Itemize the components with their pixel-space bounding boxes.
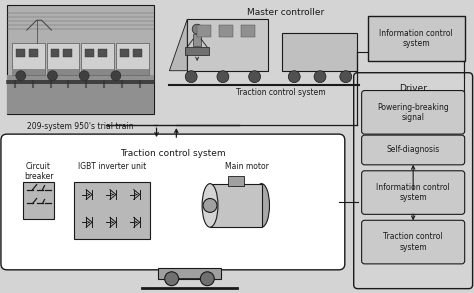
Bar <box>29 49 37 57</box>
Circle shape <box>340 71 352 83</box>
Bar <box>187 19 268 71</box>
Bar <box>74 182 150 239</box>
Bar <box>193 34 201 46</box>
Bar <box>228 176 244 186</box>
Circle shape <box>203 198 217 212</box>
Text: Main motor: Main motor <box>225 162 269 171</box>
Bar <box>197 25 211 37</box>
Bar <box>85 49 94 57</box>
Bar <box>12 69 45 75</box>
Bar <box>98 49 107 57</box>
Bar <box>116 43 148 75</box>
Polygon shape <box>169 19 187 71</box>
Bar <box>283 33 356 71</box>
Bar <box>51 49 59 57</box>
Bar <box>12 43 45 75</box>
Bar <box>23 182 55 219</box>
Bar <box>185 47 209 55</box>
FancyBboxPatch shape <box>362 135 465 165</box>
Circle shape <box>111 71 121 81</box>
Bar <box>219 25 233 37</box>
Bar <box>81 43 114 75</box>
Circle shape <box>314 71 326 83</box>
Text: Self-diagnosis: Self-diagnosis <box>386 145 440 154</box>
Text: Traction control
system: Traction control system <box>383 232 443 252</box>
Text: Circuit
breaker: Circuit breaker <box>24 162 54 181</box>
Text: Information control
system: Information control system <box>376 183 450 202</box>
Text: Powering-breaking
signal: Powering-breaking signal <box>377 103 449 122</box>
Circle shape <box>164 272 179 286</box>
Text: Master controller: Master controller <box>246 8 324 17</box>
Bar <box>133 49 142 57</box>
FancyBboxPatch shape <box>362 171 465 214</box>
FancyBboxPatch shape <box>1 134 345 270</box>
Text: Driver: Driver <box>399 84 427 93</box>
Text: 209-system 950's trial train: 209-system 950's trial train <box>27 122 134 131</box>
Bar <box>241 25 255 37</box>
Bar <box>7 75 154 114</box>
Circle shape <box>185 71 197 83</box>
Bar <box>210 184 262 227</box>
Circle shape <box>47 71 57 81</box>
Bar <box>120 49 129 57</box>
Ellipse shape <box>254 184 270 227</box>
FancyBboxPatch shape <box>354 73 473 289</box>
Bar <box>46 43 79 75</box>
Bar <box>158 268 221 279</box>
FancyBboxPatch shape <box>362 220 465 264</box>
Ellipse shape <box>202 184 218 227</box>
Circle shape <box>201 272 214 286</box>
Circle shape <box>192 24 202 34</box>
Circle shape <box>288 71 300 83</box>
Circle shape <box>249 71 261 83</box>
Bar <box>46 69 79 75</box>
Text: Traction control system: Traction control system <box>120 149 226 158</box>
Circle shape <box>16 71 26 81</box>
Bar <box>81 69 114 75</box>
Bar <box>16 49 25 57</box>
Bar <box>116 69 148 75</box>
Text: Traction control system: Traction control system <box>236 88 325 97</box>
Circle shape <box>79 71 89 81</box>
Bar <box>367 16 465 61</box>
Circle shape <box>217 71 229 83</box>
Bar <box>7 5 154 114</box>
Text: IGBT inverter unit: IGBT inverter unit <box>78 162 146 171</box>
Bar <box>64 49 73 57</box>
FancyBboxPatch shape <box>362 91 465 134</box>
Text: Information control
system: Information control system <box>379 29 453 48</box>
